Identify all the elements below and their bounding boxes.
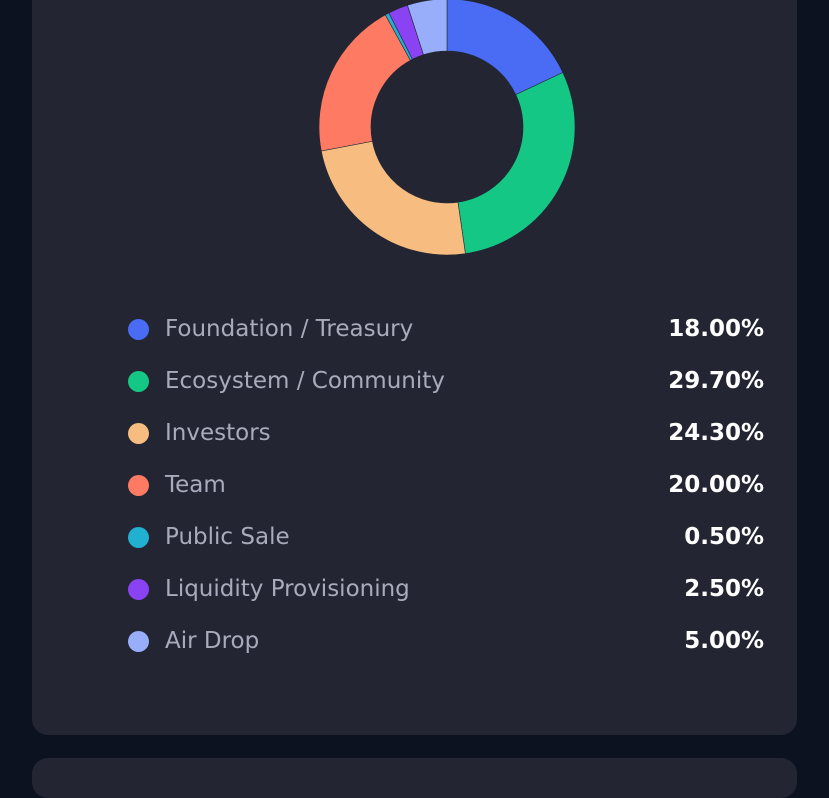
legend-color-dot bbox=[128, 474, 149, 496]
legend-item-liquidity-provisioning: Liquidity Provisioning 2.50% bbox=[128, 563, 764, 615]
legend-color-dot bbox=[128, 370, 149, 392]
legend-value: 2.50% bbox=[684, 576, 764, 602]
legend-item-investors: Investors 24.30% bbox=[128, 407, 764, 459]
legend-label: Investors bbox=[165, 420, 271, 446]
token-allocation-card: Foundation / Treasury 18.00% Ecosystem /… bbox=[32, 0, 797, 735]
donut-slice-ecosystem-community[interactable] bbox=[457, 72, 576, 255]
legend-color-dot bbox=[128, 578, 149, 600]
legend-value: 29.70% bbox=[668, 368, 764, 394]
legend-item-public-sale: Public Sale 0.50% bbox=[128, 511, 764, 563]
donut-slice-investors[interactable] bbox=[320, 140, 466, 256]
chart-legend: Foundation / Treasury 18.00% Ecosystem /… bbox=[128, 303, 764, 667]
legend-color-dot bbox=[128, 630, 149, 652]
allocation-donut-chart bbox=[318, 0, 576, 256]
legend-item-ecosystem-community: Ecosystem / Community 29.70% bbox=[128, 355, 764, 407]
legend-label: Liquidity Provisioning bbox=[165, 576, 410, 602]
next-card bbox=[32, 758, 797, 798]
legend-label: Team bbox=[165, 472, 226, 498]
legend-label: Foundation / Treasury bbox=[165, 316, 414, 342]
donut-slice-air-drop[interactable] bbox=[407, 0, 448, 56]
legend-color-dot bbox=[128, 526, 149, 548]
legend-label: Ecosystem / Community bbox=[165, 368, 445, 394]
legend-color-dot bbox=[128, 318, 149, 340]
legend-value: 18.00% bbox=[668, 316, 764, 342]
legend-label: Air Drop bbox=[165, 628, 260, 654]
legend-value: 20.00% bbox=[668, 472, 764, 498]
legend-color-dot bbox=[128, 422, 149, 444]
legend-item-foundation-treasury: Foundation / Treasury 18.00% bbox=[128, 303, 764, 355]
legend-item-team: Team 20.00% bbox=[128, 459, 764, 511]
legend-value: 24.30% bbox=[668, 420, 764, 446]
legend-item-air-drop: Air Drop 5.00% bbox=[128, 615, 764, 667]
legend-value: 0.50% bbox=[684, 524, 764, 550]
legend-value: 5.00% bbox=[684, 628, 764, 654]
legend-label: Public Sale bbox=[165, 524, 290, 550]
